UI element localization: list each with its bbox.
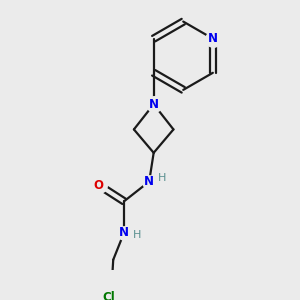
Text: O: O xyxy=(94,178,104,192)
Text: H: H xyxy=(132,230,141,240)
Text: N: N xyxy=(208,32,218,45)
Text: N: N xyxy=(149,98,159,111)
Text: N: N xyxy=(144,175,154,188)
Text: Cl: Cl xyxy=(102,291,115,300)
Text: H: H xyxy=(158,173,166,183)
Text: N: N xyxy=(119,226,129,239)
